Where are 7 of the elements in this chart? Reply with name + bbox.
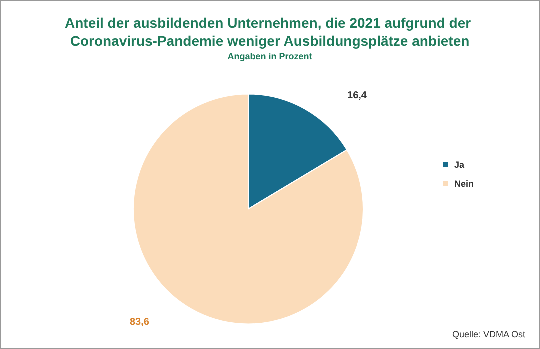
data-label: 16,4 [348,90,368,102]
legend-label: Nein [454,179,474,189]
chart-subtitle: Angaben in Prozent [228,52,312,62]
legend-label: Ja [454,160,466,170]
chart-title: Anteil der ausbildenden Unternehmen, die 2021 aufgrund der Coronavirus-Pandemie weniger Ausbildungsplätze anbieten [65,15,475,49]
data-label: 83,6 [130,316,150,328]
source-note: Quelle: VDMA Ost [452,330,526,340]
